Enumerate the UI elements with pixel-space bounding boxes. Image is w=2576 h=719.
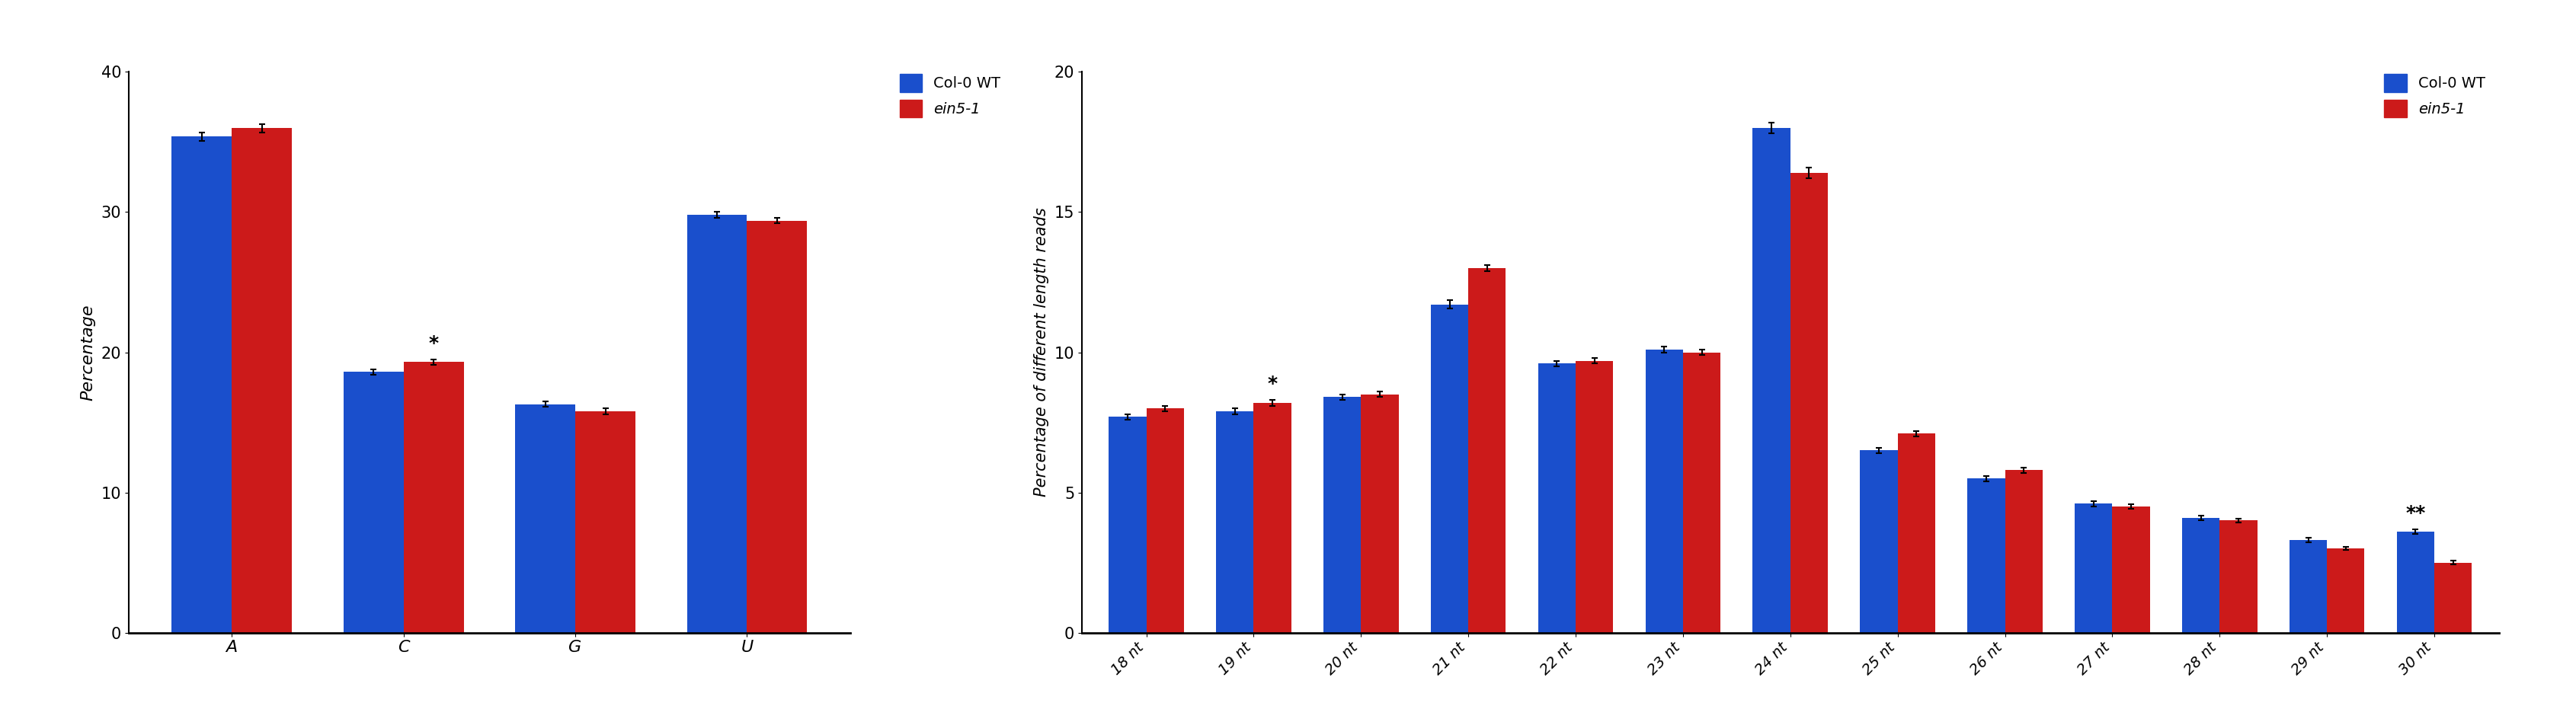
Bar [1899,434,1935,633]
Bar [574,411,636,633]
Bar [2004,470,2043,633]
Text: **: ** [2406,504,2427,523]
Bar [2221,521,2257,633]
Bar [404,362,464,633]
Text: *: * [428,334,438,352]
Bar [2182,518,2221,633]
Text: *: * [1267,375,1278,393]
Bar [688,215,747,633]
Bar [343,372,404,633]
Bar [1430,305,1468,633]
Bar [1538,364,1577,633]
Bar [1752,128,1790,633]
Bar [515,404,574,633]
Bar [1646,349,1682,633]
Bar [1108,417,1146,633]
Bar [2434,562,2473,633]
Bar [1790,173,1829,633]
Legend: Col-0 WT, ein5-1: Col-0 WT, ein5-1 [2378,68,2491,124]
Bar [1968,479,2004,633]
Bar [2074,504,2112,633]
Bar [1255,403,1291,633]
Legend: Col-0 WT, ein5-1: Col-0 WT, ein5-1 [894,68,1007,124]
Bar [1324,397,1360,633]
Bar [1682,352,1721,633]
Bar [2290,540,2326,633]
Y-axis label: Percentage: Percentage [80,304,95,400]
Bar [2396,532,2434,633]
Bar [232,128,291,633]
Bar [2112,506,2151,633]
Bar [1468,268,1507,633]
Bar [1577,361,1613,633]
Bar [1216,411,1255,633]
Bar [173,137,232,633]
Y-axis label: Percentage of different length reads: Percentage of different length reads [1033,208,1048,497]
Bar [1146,408,1185,633]
Bar [1360,394,1399,633]
Bar [2326,549,2365,633]
Bar [1860,450,1899,633]
Bar [747,221,806,633]
